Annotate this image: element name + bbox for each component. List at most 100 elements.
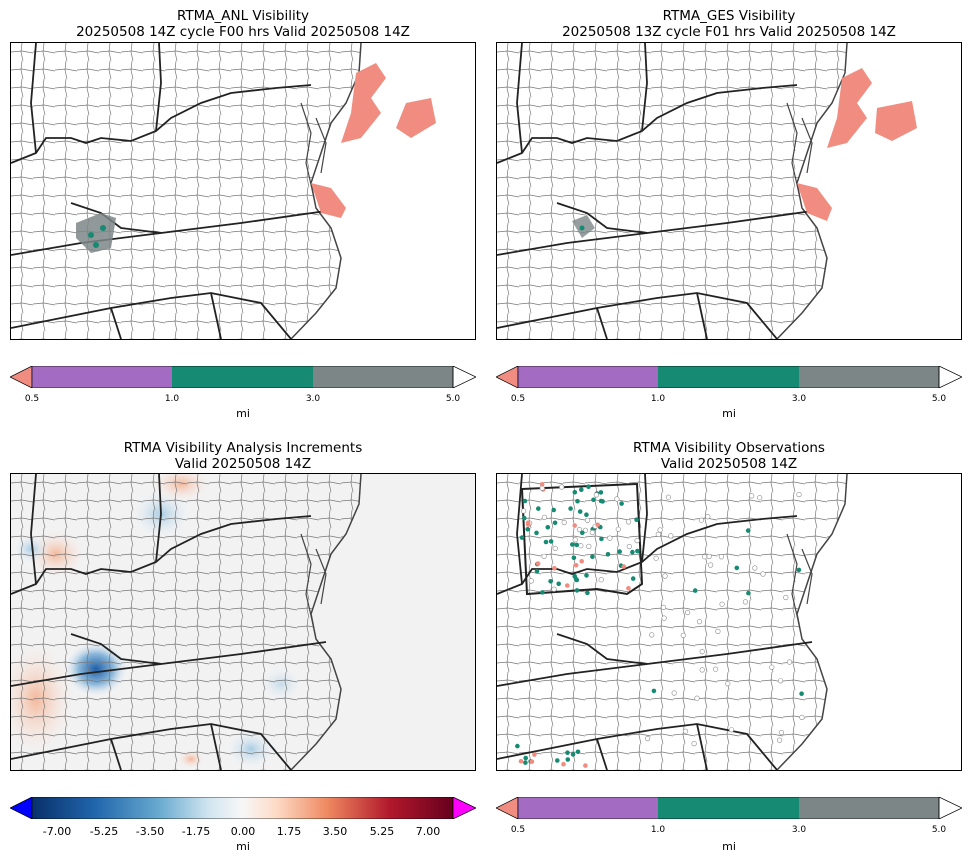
- station-marker: [746, 590, 751, 596]
- station-marker: [584, 517, 591, 523]
- title-line-1: RTMA Visibility Observations: [633, 440, 825, 456]
- vis-colorbar-obs: [495, 796, 963, 820]
- station-marker: [534, 569, 540, 574]
- station-marker: [585, 590, 590, 596]
- station-marker: [749, 493, 755, 499]
- station-marker: [552, 566, 557, 571]
- tick: 5.25: [369, 825, 395, 838]
- station-marker: [696, 619, 703, 625]
- panel-title-increments: RTMA Visibility Analysis Increments Vali…: [10, 440, 476, 472]
- over-triangle: [452, 796, 477, 820]
- station-marker: [657, 527, 663, 533]
- title-line-2: Valid 20250508 14Z: [174, 456, 312, 472]
- station-marker: [541, 514, 548, 521]
- panel-title-anl: RTMA_ANL Visibility 20250508 14Z cycle F…: [10, 8, 476, 40]
- station-marker: [528, 578, 534, 584]
- station-marker: [634, 537, 640, 544]
- station-marker: [556, 581, 561, 587]
- station-marker: [718, 554, 724, 560]
- tick: -1.75: [181, 825, 211, 838]
- map-ges: [496, 42, 962, 340]
- tick: 3.50: [322, 825, 348, 838]
- station-marker: [645, 736, 651, 742]
- station-marker: [593, 492, 599, 498]
- panel-title-ges: RTMA_GES Visibility 20250508 13Z cycle F…: [496, 8, 962, 40]
- station-marker: [535, 561, 541, 566]
- station-marker: [598, 490, 604, 495]
- station-marker: [534, 530, 539, 536]
- tick: 3.0: [791, 825, 807, 835]
- station-marker: [706, 553, 712, 559]
- tick: -3.50: [135, 825, 165, 838]
- station-marker: [671, 690, 677, 696]
- tick: 1.75: [276, 825, 302, 838]
- station-marker: [626, 519, 632, 525]
- tick: 0.5: [510, 394, 526, 404]
- station-marker: [561, 761, 566, 767]
- station-marker: [595, 522, 600, 528]
- station-marker: [548, 539, 554, 544]
- station-marker: [599, 536, 604, 542]
- station-marker: [578, 543, 584, 549]
- station-marker: [680, 632, 686, 638]
- station-marker: [536, 506, 541, 511]
- station-marker: [649, 632, 655, 638]
- station-marker: [621, 564, 627, 569]
- tick: -7.00: [42, 825, 72, 838]
- station-marker: [783, 594, 789, 601]
- station-marker: [685, 609, 691, 616]
- over-triangle: [452, 365, 477, 389]
- station-marker: [796, 491, 802, 498]
- station-marker: [728, 727, 735, 733]
- vis-colorbar-anl: [9, 365, 477, 389]
- station-marker: [699, 667, 705, 673]
- station-marker: [568, 506, 573, 511]
- station-marker: [715, 628, 721, 634]
- station-marker: [713, 666, 719, 672]
- station-marker: [757, 495, 763, 501]
- station-marker: [702, 554, 708, 560]
- station-marker: [635, 548, 640, 554]
- station-marker: [561, 519, 567, 526]
- station-marker: [634, 517, 639, 522]
- station-marker: [551, 586, 557, 592]
- station-marker: [651, 688, 657, 694]
- station-marker: [579, 559, 584, 564]
- station-marker: [708, 562, 714, 568]
- station-marker: [532, 752, 537, 757]
- map-increments: [10, 473, 476, 771]
- station-marker: [582, 527, 588, 534]
- station-marker: [661, 615, 667, 621]
- station-marker: [565, 757, 571, 762]
- station-marker: [523, 760, 528, 765]
- station-marker: [691, 741, 697, 747]
- station-marker: [660, 604, 667, 610]
- tick: 0.00: [230, 825, 256, 838]
- station-marker: [525, 527, 530, 532]
- station-marker: [580, 530, 585, 536]
- colorbar-unit: mi: [722, 407, 736, 420]
- increment-colorbar: [9, 796, 477, 820]
- station-marker: [539, 482, 545, 487]
- tick: 5.0: [445, 394, 461, 404]
- tick: 3.0: [791, 394, 807, 404]
- tick: 5.0: [931, 394, 947, 404]
- station-marker: [584, 512, 589, 517]
- station-marker: [769, 664, 775, 670]
- tick: 0.5: [510, 825, 526, 835]
- station-marker: [590, 554, 595, 559]
- colorbar-unit: mi: [236, 407, 250, 420]
- colorbar-unit: mi: [722, 840, 736, 853]
- station-marker: [545, 525, 551, 530]
- station-marker: [786, 659, 793, 665]
- station-marker: [745, 528, 751, 533]
- station-marker: [589, 529, 595, 536]
- tick: 0.5: [24, 394, 40, 404]
- station-marker: [586, 543, 592, 549]
- station-marker: [552, 545, 558, 551]
- station-marker: [725, 681, 731, 687]
- station-marker: [619, 501, 624, 506]
- station-marker: [699, 649, 705, 655]
- station-marker: [662, 573, 668, 579]
- station-marker: [571, 555, 577, 561]
